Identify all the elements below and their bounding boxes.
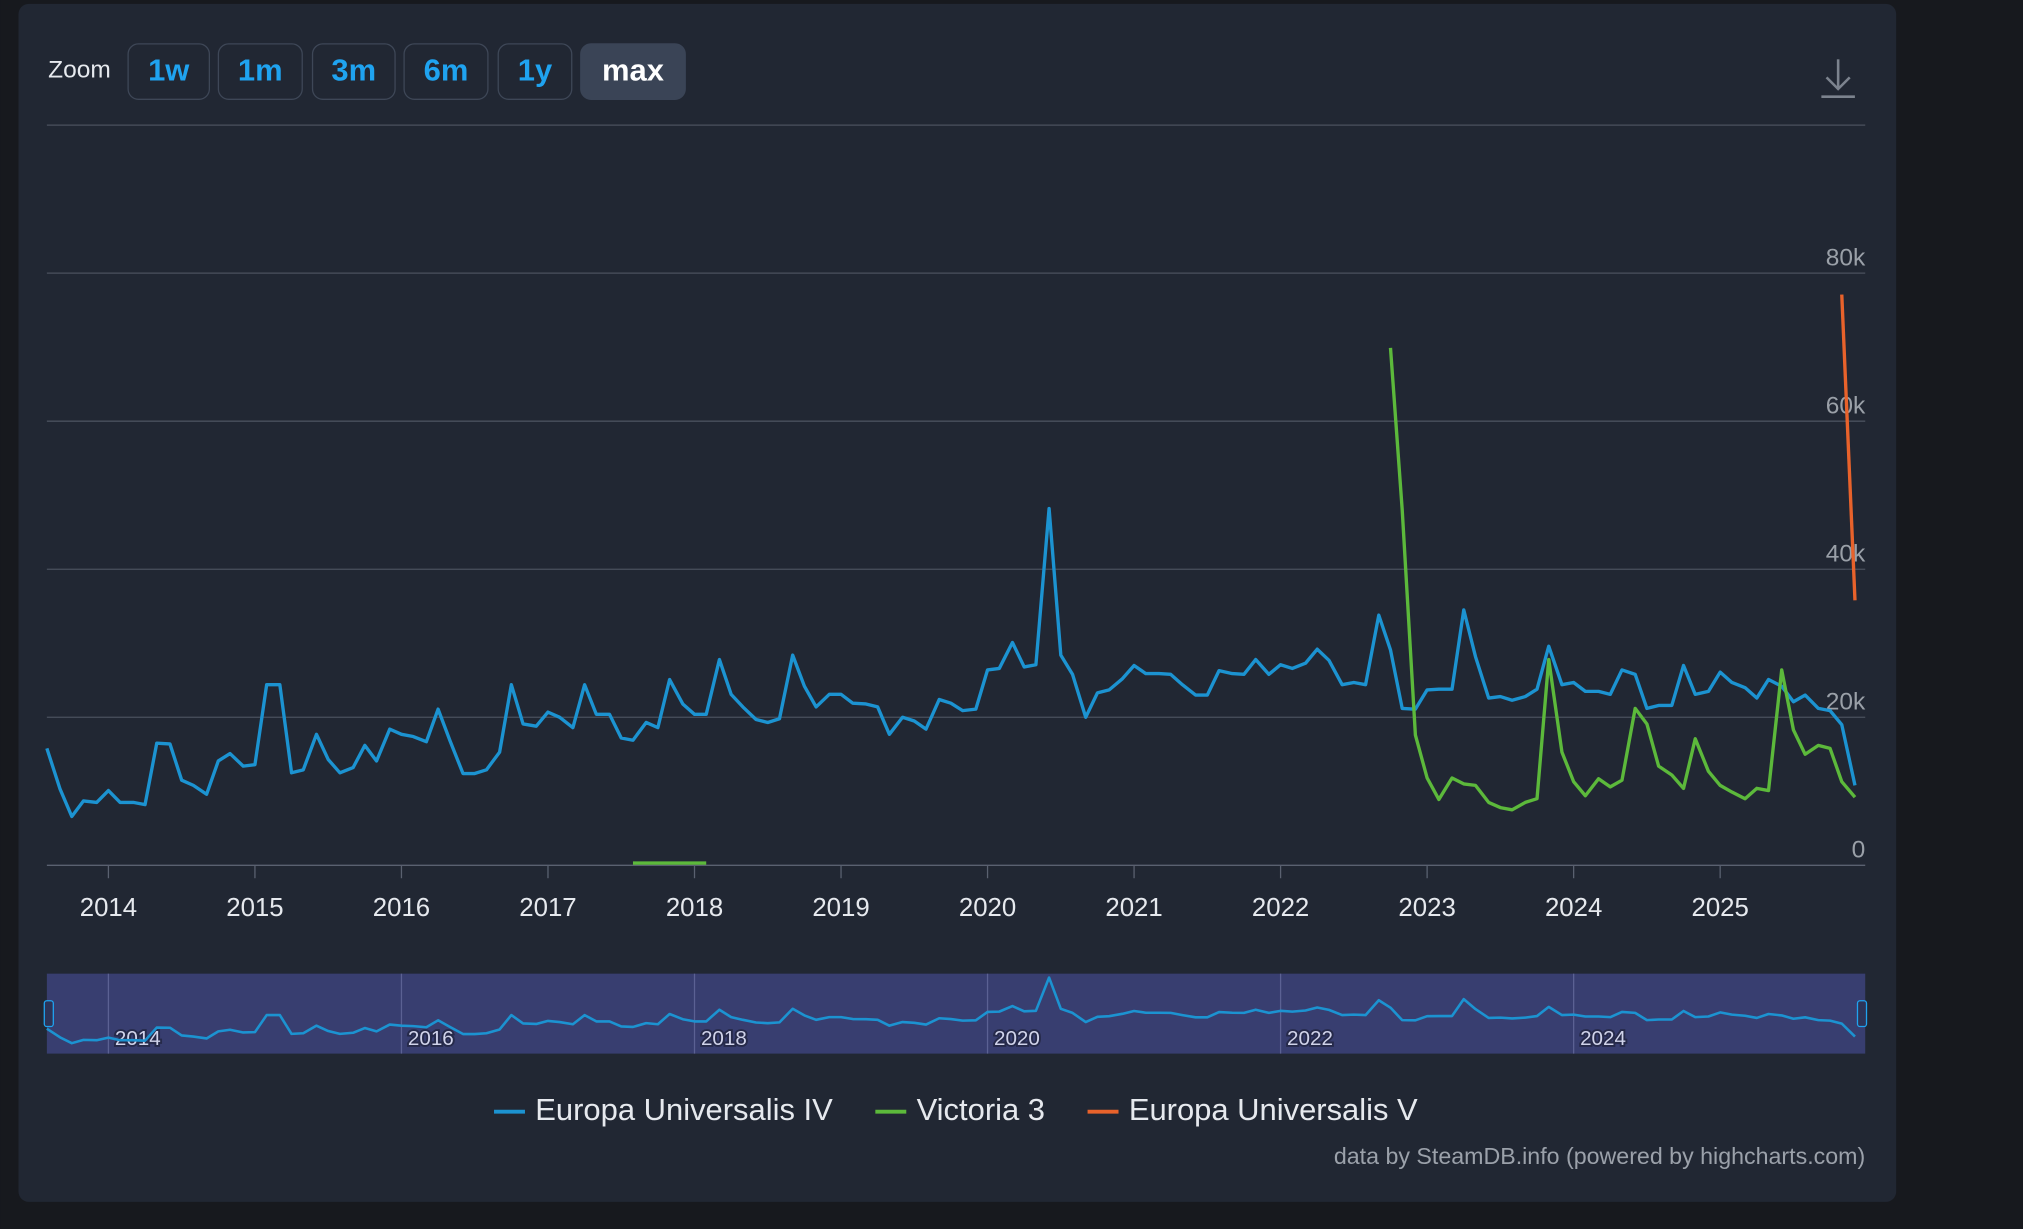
zoom-button[interactable] xyxy=(311,43,396,100)
navigator-window[interactable] xyxy=(46,973,1866,1054)
y-tick-label: 80k xyxy=(1826,244,1866,271)
x-tick-label: 2015 xyxy=(226,894,283,922)
y-tick-label: 40k xyxy=(1826,541,1866,568)
navigator-tick-label: 2022 xyxy=(1287,1027,1333,1050)
x-tick-label: 2024 xyxy=(1545,894,1602,922)
x-tick-label: 2020 xyxy=(959,894,1016,922)
zoom-button[interactable] xyxy=(127,43,211,100)
series-line xyxy=(1840,294,1857,601)
zoom-button[interactable] xyxy=(217,43,303,100)
navigator-tick-label: 2024 xyxy=(1580,1027,1626,1050)
x-tick-label: 2022 xyxy=(1252,894,1309,922)
series-line xyxy=(1388,347,1857,812)
x-tick-label: 2021 xyxy=(1105,894,1162,922)
navigator: 2014 2016 2018 2020 2022 2024 xyxy=(46,973,1856,1054)
x-tick-label: 2025 xyxy=(1691,894,1748,922)
zoom-button[interactable] xyxy=(497,43,573,100)
legend: Europa Universalis IV Victoria 3 Europa Un… xyxy=(494,1092,1418,1127)
zoom-button-label[interactable]: 6m xyxy=(424,52,469,87)
zoom-button-label[interactable]: max xyxy=(602,52,664,87)
legend-label[interactable]: Europa Universalis IV xyxy=(535,1092,833,1127)
zoom-button-label[interactable]: 1w xyxy=(148,52,190,87)
legend-label[interactable]: Victoria 3 xyxy=(917,1092,1045,1127)
navigator-tick-label: 2016 xyxy=(408,1027,454,1050)
series-line xyxy=(45,506,1857,819)
y-tick-label: 0 xyxy=(1852,837,1866,864)
chart-panel xyxy=(18,3,1897,1202)
legend-label[interactable]: Europa Universalis V xyxy=(1129,1092,1418,1127)
x-tick-label: 2019 xyxy=(812,894,869,922)
zoom-button[interactable] xyxy=(580,43,686,100)
icon-stroke xyxy=(1825,76,1851,91)
navigator-handle[interactable] xyxy=(1856,1000,1868,1028)
zoom-button-label[interactable]: 1m xyxy=(238,52,283,87)
credit: data by SteamDB.info (powered by highcha… xyxy=(1334,1143,1865,1169)
download-icon[interactable] xyxy=(1821,59,1855,99)
navigator-tick-label: 2020 xyxy=(994,1027,1040,1050)
x-tick-label: 2018 xyxy=(666,894,723,922)
x-tick-label: 2014 xyxy=(80,894,137,922)
zoom-button[interactable] xyxy=(403,43,489,100)
zoom-label: Zoom xyxy=(48,56,111,83)
navigator-tick-label: 2018 xyxy=(701,1027,747,1050)
navigator-handle[interactable] xyxy=(43,1000,54,1028)
x-tick-label: 2017 xyxy=(519,894,576,922)
navigator-tick-label: 2014 xyxy=(115,1027,161,1050)
zoom-button-label[interactable]: 1y xyxy=(518,52,553,87)
navigator-series xyxy=(46,976,1856,1045)
x-tick-label: 2023 xyxy=(1398,894,1455,922)
x-tick-label: 2016 xyxy=(373,894,430,922)
zoom-button-label[interactable]: 3m xyxy=(331,52,376,87)
